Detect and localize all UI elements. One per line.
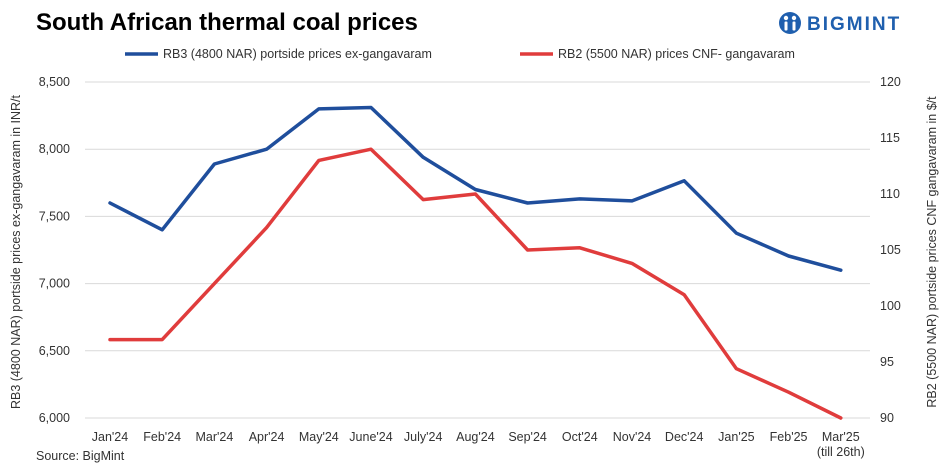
right-axis-ticks: 90 95 100 105 110 115 120 bbox=[880, 75, 901, 425]
x-tick-label: Jan'25 bbox=[718, 430, 754, 444]
left-tick-label: 6,000 bbox=[39, 411, 70, 425]
right-tick-label: 115 bbox=[880, 131, 900, 145]
x-tick-label: Oct'24 bbox=[562, 430, 598, 444]
x-tick-label: July'24 bbox=[404, 430, 443, 444]
x-tick-label: Sep'24 bbox=[508, 430, 547, 444]
left-tick-label: 8,500 bbox=[39, 75, 70, 89]
x-tick-label: June'24 bbox=[349, 430, 392, 444]
right-tick-label: 100 bbox=[880, 299, 901, 313]
x-tick-sublabel: (till 26th) bbox=[817, 445, 865, 459]
legend: RB3 (4800 NAR) portside prices ex-gangav… bbox=[125, 47, 795, 61]
right-tick-label: 105 bbox=[880, 243, 901, 257]
chart-title: South African thermal coal prices bbox=[36, 9, 418, 36]
brand-name: BIGMINT bbox=[807, 14, 901, 35]
x-tick-label: May'24 bbox=[299, 430, 339, 444]
x-tick-label: Apr'24 bbox=[249, 430, 285, 444]
right-tick-label: 90 bbox=[880, 411, 894, 425]
left-tick-label: 8,000 bbox=[39, 142, 70, 156]
right-tick-label: 120 bbox=[880, 75, 901, 89]
x-tick-label: Aug'24 bbox=[456, 430, 495, 444]
x-tick-label: Feb'24 bbox=[143, 430, 181, 444]
left-tick-label: 7,000 bbox=[39, 277, 70, 291]
left-axis-title: RB3 (4800 NAR) portside prices ex-gangav… bbox=[9, 94, 23, 409]
logo-mark-icon bbox=[779, 12, 801, 34]
left-axis-ticks: 6,000 6,500 7,000 7,500 8,000 8,500 bbox=[39, 75, 70, 425]
right-tick-label: 95 bbox=[880, 355, 894, 369]
left-tick-label: 6,500 bbox=[39, 344, 70, 358]
source-note: Source: BigMint bbox=[36, 449, 125, 463]
legend-label-rb3: RB3 (4800 NAR) portside prices ex-gangav… bbox=[163, 47, 432, 61]
x-tick-label: Mar'25 bbox=[822, 430, 860, 444]
x-tick-label: Feb'25 bbox=[770, 430, 808, 444]
x-tick-label: Dec'24 bbox=[665, 430, 704, 444]
x-tick-label: Nov'24 bbox=[613, 430, 652, 444]
right-tick-label: 110 bbox=[880, 187, 900, 201]
series-line-rb3 bbox=[108, 105, 843, 272]
left-tick-label: 7,500 bbox=[39, 209, 70, 223]
brand-logo: BIGMINT bbox=[779, 12, 901, 35]
x-tick-label: Mar'24 bbox=[195, 430, 233, 444]
right-axis-title: RB2 (5500 NAR) portside prices CNF ganga… bbox=[925, 96, 939, 408]
x-axis-ticks: Jan'24 Feb'24 Mar'24 Apr'24 May'24 June'24 Jul… bbox=[92, 430, 865, 459]
legend-label-rb2: RB2 (5500 NAR) prices CNF- gangavaram bbox=[558, 47, 795, 61]
series bbox=[108, 105, 843, 420]
series-line-rb2 bbox=[108, 147, 843, 420]
x-tick-label: Jan'24 bbox=[92, 430, 128, 444]
gridlines bbox=[85, 81, 870, 419]
